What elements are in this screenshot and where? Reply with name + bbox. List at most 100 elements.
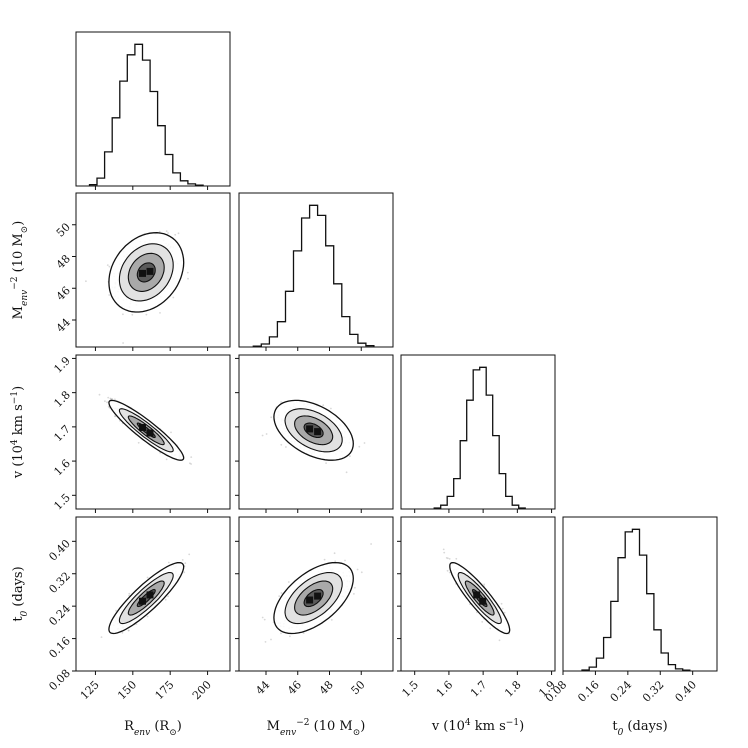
x-tick-label: 48	[317, 678, 336, 697]
sample-point	[354, 586, 356, 589]
density-peak	[146, 591, 154, 599]
sample-point	[358, 445, 361, 448]
panel-frame	[400, 516, 556, 672]
sample-point	[448, 558, 451, 560]
sample-point	[370, 543, 372, 545]
sample-point	[146, 576, 149, 579]
sample-point	[187, 277, 189, 280]
scatter-t0-R	[100, 553, 191, 638]
y-axis-title-t0: t0 (days)	[11, 566, 30, 621]
histogram-R	[88, 43, 204, 186]
scatter-M-R	[85, 230, 189, 344]
sample-point	[167, 232, 170, 234]
sample-point	[280, 401, 282, 403]
sample-point	[184, 562, 187, 565]
density-peak	[146, 429, 154, 437]
sample-point	[363, 442, 366, 444]
sample-point	[476, 611, 478, 614]
density-peak	[314, 592, 322, 600]
sample-point	[448, 571, 451, 574]
panel-t0-v: 1.5 1.6 1.7 1.8 1.9	[397, 516, 558, 700]
sample-point	[325, 462, 327, 464]
sample-point	[334, 560, 337, 563]
x-tick-label: 200	[190, 678, 214, 702]
sample-point	[261, 434, 264, 437]
x-axis-title-t0: t0 (days)	[612, 719, 667, 738]
sample-point	[106, 401, 108, 404]
density-peak	[479, 597, 487, 605]
sample-point	[121, 631, 124, 634]
contour-level-4	[136, 262, 156, 283]
sample-point	[137, 441, 140, 444]
sample-point	[261, 616, 264, 619]
density-peak	[139, 269, 146, 277]
sample-point	[165, 230, 168, 233]
panel-v-R: 1.5 1.6 1.7 1.8 1.9	[51, 354, 231, 513]
y-tick-label: 0.24	[46, 602, 73, 629]
y-tick-label: 0.32	[46, 569, 73, 596]
sample-point	[360, 571, 363, 574]
sample-point	[280, 443, 283, 446]
x-tick-label: 1.6	[434, 678, 456, 700]
y-tick-label: 46	[54, 284, 73, 303]
sample-point	[265, 433, 268, 435]
panel-frame	[75, 516, 231, 672]
panel-frame	[238, 192, 394, 348]
sample-point	[146, 615, 149, 618]
y-axis-title-M: Menv−2 (10 M⊙)	[10, 221, 30, 320]
panel-M-M	[238, 192, 394, 351]
sample-point	[481, 621, 484, 623]
sample-point	[498, 639, 501, 642]
y-tick-label: 0.16	[46, 634, 73, 661]
panel-frame	[75, 31, 231, 187]
sample-point	[489, 627, 492, 630]
x-tick-label: 175	[153, 678, 177, 702]
sample-point	[330, 407, 332, 410]
y-tick-label: 1.8	[51, 388, 73, 410]
x-tick-label: 0.32	[640, 678, 667, 705]
panel-frame	[562, 516, 718, 672]
sample-point	[131, 313, 134, 316]
x-tick-label: 1.5	[399, 678, 421, 700]
y-axis-title-v: v (104 km s−1)	[10, 386, 26, 479]
sample-point	[270, 416, 273, 419]
sample-point	[186, 271, 189, 274]
sample-point	[127, 629, 130, 632]
sample-point	[289, 635, 291, 638]
panel-frame	[238, 516, 394, 672]
x-tick-label: 44	[253, 678, 272, 697]
sample-point	[104, 400, 106, 403]
sample-point	[177, 232, 180, 235]
x-tick-label: 50	[349, 678, 368, 697]
sample-point	[188, 553, 191, 556]
y-tick-label: 44	[54, 316, 73, 335]
sample-point	[333, 552, 336, 555]
scatter-v-M	[261, 399, 366, 474]
panel-frame	[75, 354, 231, 510]
sample-point	[302, 632, 305, 634]
sample-point	[122, 342, 124, 344]
sample-point	[280, 592, 283, 594]
sample-point	[323, 558, 326, 561]
sample-point	[107, 396, 110, 399]
sample-point	[446, 569, 449, 572]
sample-point	[85, 280, 87, 283]
sample-point	[442, 548, 445, 551]
sample-point	[114, 415, 116, 418]
x-tick-label: 125	[78, 678, 102, 702]
sample-point	[483, 583, 486, 586]
y-tick-label: 1.7	[51, 423, 73, 445]
sample-point	[330, 619, 333, 621]
sample-point	[500, 602, 503, 605]
sample-point	[172, 296, 175, 299]
sample-point	[98, 393, 101, 396]
x-tick-label: 46	[285, 678, 304, 697]
sample-point	[501, 607, 504, 610]
sample-point	[270, 638, 272, 641]
panel-frame	[238, 354, 394, 510]
x-tick-label: 150	[115, 678, 139, 702]
sample-point	[128, 594, 131, 597]
histogram-v	[433, 366, 526, 509]
sample-point	[503, 611, 506, 614]
x-tick-label: 0.24	[608, 678, 635, 705]
